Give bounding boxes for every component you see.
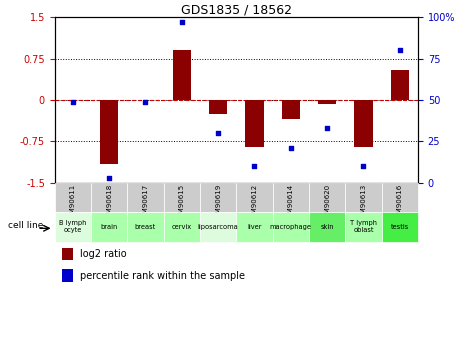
Bar <box>309 183 345 212</box>
Bar <box>237 183 273 212</box>
Bar <box>273 212 309 241</box>
Bar <box>91 183 127 212</box>
Bar <box>62 248 73 260</box>
Bar <box>173 50 191 100</box>
Bar <box>127 183 163 212</box>
Point <box>142 99 149 105</box>
Text: log2 ratio: log2 ratio <box>80 249 127 259</box>
Bar <box>381 212 418 241</box>
Text: GSM90612: GSM90612 <box>251 184 257 222</box>
Bar <box>381 183 418 212</box>
Bar <box>345 183 381 212</box>
Bar <box>246 100 264 147</box>
Text: cell line: cell line <box>8 221 44 230</box>
Point <box>287 145 294 151</box>
Text: percentile rank within the sample: percentile rank within the sample <box>80 270 245 280</box>
Text: GSM90618: GSM90618 <box>106 184 112 222</box>
Bar <box>209 100 227 114</box>
Bar <box>62 269 73 282</box>
Text: macrophage: macrophage <box>270 224 312 230</box>
Text: GSM90617: GSM90617 <box>142 184 149 222</box>
Bar <box>55 183 91 212</box>
Point <box>396 48 404 53</box>
Point <box>251 164 258 169</box>
Bar <box>345 212 381 241</box>
Text: brain: brain <box>101 224 118 230</box>
Bar <box>55 212 91 241</box>
Bar <box>354 100 372 147</box>
Bar <box>127 212 163 241</box>
Text: cervix: cervix <box>172 224 192 230</box>
Text: GSM90620: GSM90620 <box>324 184 330 222</box>
Point <box>69 99 76 105</box>
Bar <box>200 212 237 241</box>
Point <box>214 130 222 136</box>
Bar <box>237 212 273 241</box>
Bar <box>200 183 237 212</box>
Title: GDS1835 / 18562: GDS1835 / 18562 <box>181 3 292 16</box>
Point <box>323 126 331 131</box>
Bar <box>273 183 309 212</box>
Bar <box>391 70 409 100</box>
Text: B lymph
ocyte: B lymph ocyte <box>59 220 86 233</box>
Bar <box>309 212 345 241</box>
Text: GSM90616: GSM90616 <box>397 184 403 222</box>
Point <box>360 164 367 169</box>
Text: T lymph
oblast: T lymph oblast <box>350 220 377 233</box>
Text: breast: breast <box>135 224 156 230</box>
Point <box>105 175 113 181</box>
Bar <box>100 100 118 164</box>
Text: GSM90615: GSM90615 <box>179 184 185 222</box>
Text: GSM90614: GSM90614 <box>288 184 294 222</box>
Point <box>178 19 186 25</box>
Text: skin: skin <box>321 224 334 230</box>
Text: liposarcoma: liposarcoma <box>198 224 238 230</box>
Bar <box>163 212 200 241</box>
Bar <box>163 183 200 212</box>
Text: GSM90619: GSM90619 <box>215 184 221 222</box>
Text: testis: testis <box>391 224 409 230</box>
Text: liver: liver <box>247 224 262 230</box>
Bar <box>91 212 127 241</box>
Text: GSM90611: GSM90611 <box>70 184 76 222</box>
Text: GSM90613: GSM90613 <box>361 184 367 222</box>
Bar <box>282 100 300 119</box>
Bar <box>318 100 336 105</box>
